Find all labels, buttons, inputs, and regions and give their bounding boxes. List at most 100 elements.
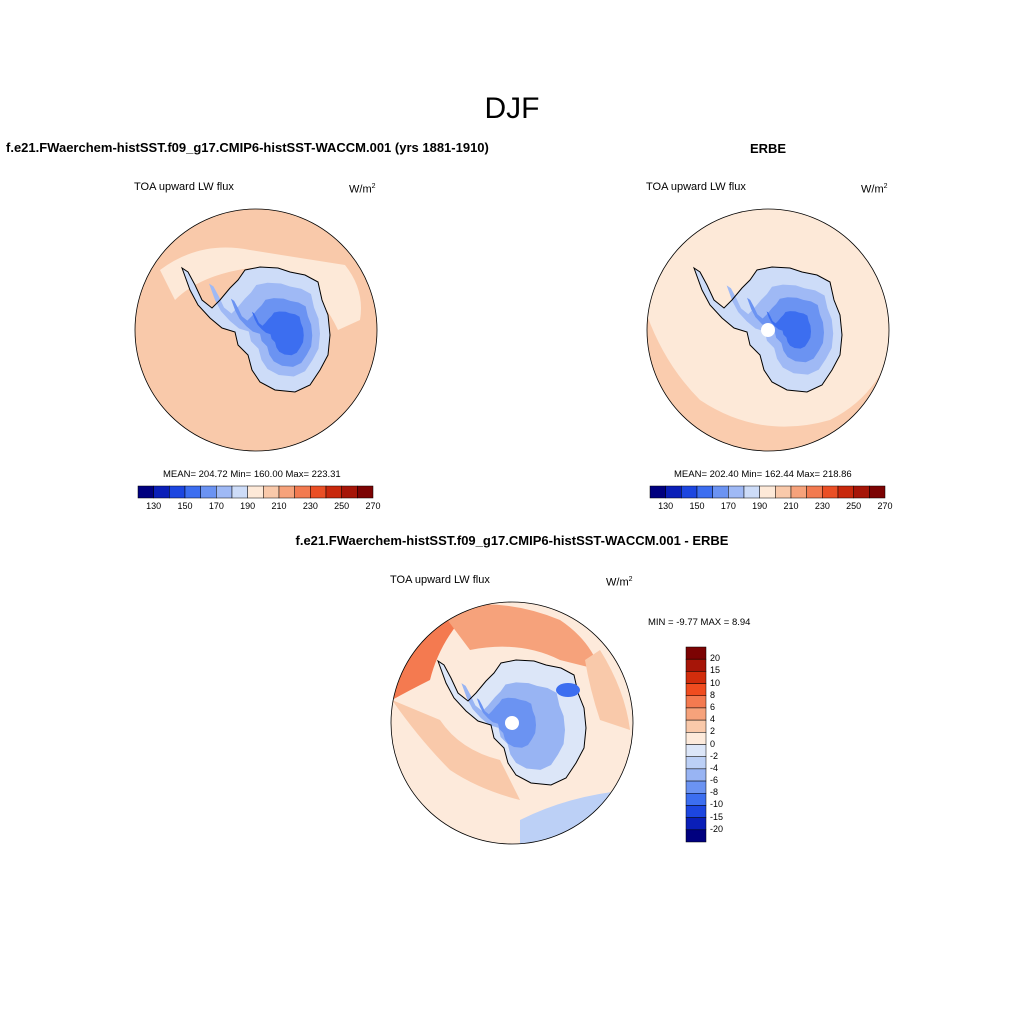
panel-2-pole-hole bbox=[761, 323, 775, 337]
panel-1-map-border bbox=[134, 208, 378, 452]
panel-3-colorbar-label: -10 bbox=[710, 799, 724, 810]
panel-3-colorbar-label: 2 bbox=[710, 726, 716, 737]
panel-2-colorbar-box bbox=[712, 485, 729, 499]
panel-3-colorbar bbox=[685, 646, 707, 843]
panel-1-midlat-band bbox=[160, 247, 361, 330]
panel-3-colorbar-label: 4 bbox=[710, 714, 716, 725]
panel-1-colorbar bbox=[137, 485, 374, 499]
panel-2-colorbar-box bbox=[728, 485, 745, 499]
panel-1-colorbar-box bbox=[263, 485, 280, 499]
panel-2-units: W/m2 bbox=[861, 183, 888, 196]
panel-1-colorbar-box bbox=[310, 485, 327, 499]
panel-3-colorbar-label: -20 bbox=[710, 823, 724, 834]
panel-1-colorbar-box bbox=[153, 485, 170, 499]
panel-3-colorbar-label: 6 bbox=[710, 701, 716, 712]
panel-3-colorbar-label: 20 bbox=[710, 653, 721, 664]
panel-3-colorbar-box bbox=[685, 768, 707, 782]
panel-3-colorbar-label: -2 bbox=[710, 750, 719, 761]
panel-3-colorbar-label: -8 bbox=[710, 787, 719, 798]
panel-3-colorbar-box bbox=[685, 695, 707, 709]
panel-3-warm-anomaly-north bbox=[440, 604, 600, 670]
panel-3-colorbar-label: -15 bbox=[710, 811, 724, 822]
panel-1-colorbar-tick-label: 270 bbox=[365, 501, 381, 511]
panel-1-colorbar-box bbox=[294, 485, 311, 499]
panel-1-colorbar-box bbox=[325, 485, 342, 499]
panel-3-colorbar-box bbox=[685, 805, 707, 818]
panel-1-map bbox=[134, 208, 378, 452]
panel-2-colorbar-box bbox=[869, 485, 886, 499]
panel-2-colorbar-box bbox=[790, 485, 807, 499]
panel-2-colorbar-box bbox=[681, 485, 698, 499]
panel-1-colorbar-box bbox=[278, 485, 295, 499]
panel-2-colorbar-box bbox=[822, 485, 839, 499]
panel-2-colorbar-tick-label: 130 bbox=[658, 501, 674, 511]
panel-2-colorbar-tick-label: 170 bbox=[720, 501, 736, 511]
panel-2-map bbox=[646, 208, 890, 452]
panel-1-colorbar-box bbox=[184, 485, 201, 499]
panel-1-colorbar-box bbox=[216, 485, 233, 499]
panel-1-colorbar-box bbox=[200, 485, 217, 499]
panel-3-colorbar-label: -4 bbox=[710, 762, 719, 773]
panel-1-colorbar-tick-label: 210 bbox=[271, 501, 287, 511]
panel-3-colorbar-box bbox=[685, 646, 707, 660]
panel-1-colorbar-box bbox=[247, 485, 264, 499]
panel-1-colorbar-box bbox=[357, 485, 374, 499]
panel-1-colorbar-tick-label: 150 bbox=[177, 501, 193, 511]
panel-2-colorbar-box bbox=[806, 485, 823, 499]
panel-2-colorbar-box bbox=[696, 485, 713, 499]
panel-3-colorbar-box bbox=[685, 683, 707, 696]
panel-1-colorbar-tick-label: 170 bbox=[208, 501, 224, 511]
panel-3-colorbar-label: 10 bbox=[710, 677, 721, 688]
panel-2-colorbar-box bbox=[743, 485, 760, 499]
panel-1-colorbar-box bbox=[169, 485, 186, 499]
panel-2-colorbar-box bbox=[775, 485, 792, 499]
panel-3-colorbar-label: 15 bbox=[710, 665, 721, 676]
panel-2-colorbar-tick-label: 210 bbox=[783, 501, 799, 511]
panel-3-warm-anomaly-south bbox=[392, 700, 520, 800]
panel-2-title: ERBE bbox=[749, 141, 787, 156]
panel-2-colorbar bbox=[649, 485, 886, 499]
panel-1-units: W/m2 bbox=[349, 183, 376, 196]
panel-2-colorbar-tick-label: 230 bbox=[814, 501, 830, 511]
panel-3-colorbar-box bbox=[685, 793, 707, 806]
panel-3-stats: MIN = -9.77 MAX = 8.94 bbox=[648, 617, 751, 628]
panel-3-cool-anomaly-east bbox=[556, 683, 580, 697]
panel-3-units: W/m2 bbox=[606, 576, 633, 589]
panel-3-title: f.e21.FWaerchem-histSST.f09_g17.CMIP6-hi… bbox=[295, 533, 729, 548]
panel-1-colorbar-box bbox=[231, 485, 248, 499]
panel-2-colorbar-box bbox=[759, 485, 776, 499]
panel-3-variable-label: TOA upward LW flux bbox=[390, 574, 490, 586]
panel-2-colorbar-tick-label: 270 bbox=[877, 501, 893, 511]
panel-1-colorbar-tick-label: 130 bbox=[146, 501, 162, 511]
panel-3-colorbar-box bbox=[685, 756, 707, 770]
panel-2-colorbar-box bbox=[853, 485, 870, 499]
panel-3-colorbar-box bbox=[685, 744, 707, 757]
panel-2-colorbar-tick-label: 190 bbox=[752, 501, 768, 511]
panel-3-colorbar-box bbox=[685, 780, 707, 794]
panel-3-pole-hole bbox=[505, 716, 519, 730]
panel-2-colorbar-box bbox=[649, 485, 666, 499]
panel-1-colorbar-box bbox=[341, 485, 358, 499]
panel-2-colorbar-tick-label: 250 bbox=[846, 501, 862, 511]
panel-2-colorbar-box bbox=[837, 485, 854, 499]
panel-3-colorbar-box bbox=[685, 719, 707, 733]
panel-1-colorbar-box bbox=[137, 485, 154, 499]
panel-1-colorbar-tick-label: 230 bbox=[302, 501, 318, 511]
panel-3-colorbar-box bbox=[685, 658, 707, 672]
panel-3-colorbar-box bbox=[685, 817, 707, 831]
panel-2-colorbar-box bbox=[665, 485, 682, 499]
panel-1-colorbar-tick-label: 190 bbox=[240, 501, 256, 511]
panel-3-colorbar-box bbox=[685, 707, 707, 721]
panel-1-variable-label: TOA upward LW flux bbox=[134, 181, 234, 193]
panel-3-warm-anomaly-east bbox=[585, 650, 630, 730]
panel-2-colorbar-tick-label: 150 bbox=[689, 501, 705, 511]
panel-3-colorbar-box bbox=[685, 829, 707, 843]
figure-title: DJF bbox=[484, 92, 540, 125]
panel-1-colorbar-tick-label: 250 bbox=[334, 501, 350, 511]
panel-1-stats: MEAN= 204.72 Min= 160.00 Max= 223.31 bbox=[163, 469, 341, 480]
panel-3-colorbar-label: -6 bbox=[710, 775, 719, 786]
panel-3-colorbar-box bbox=[685, 732, 707, 745]
panel-3-map-border bbox=[390, 601, 634, 845]
panel-3-colorbar-label: 0 bbox=[710, 738, 716, 749]
